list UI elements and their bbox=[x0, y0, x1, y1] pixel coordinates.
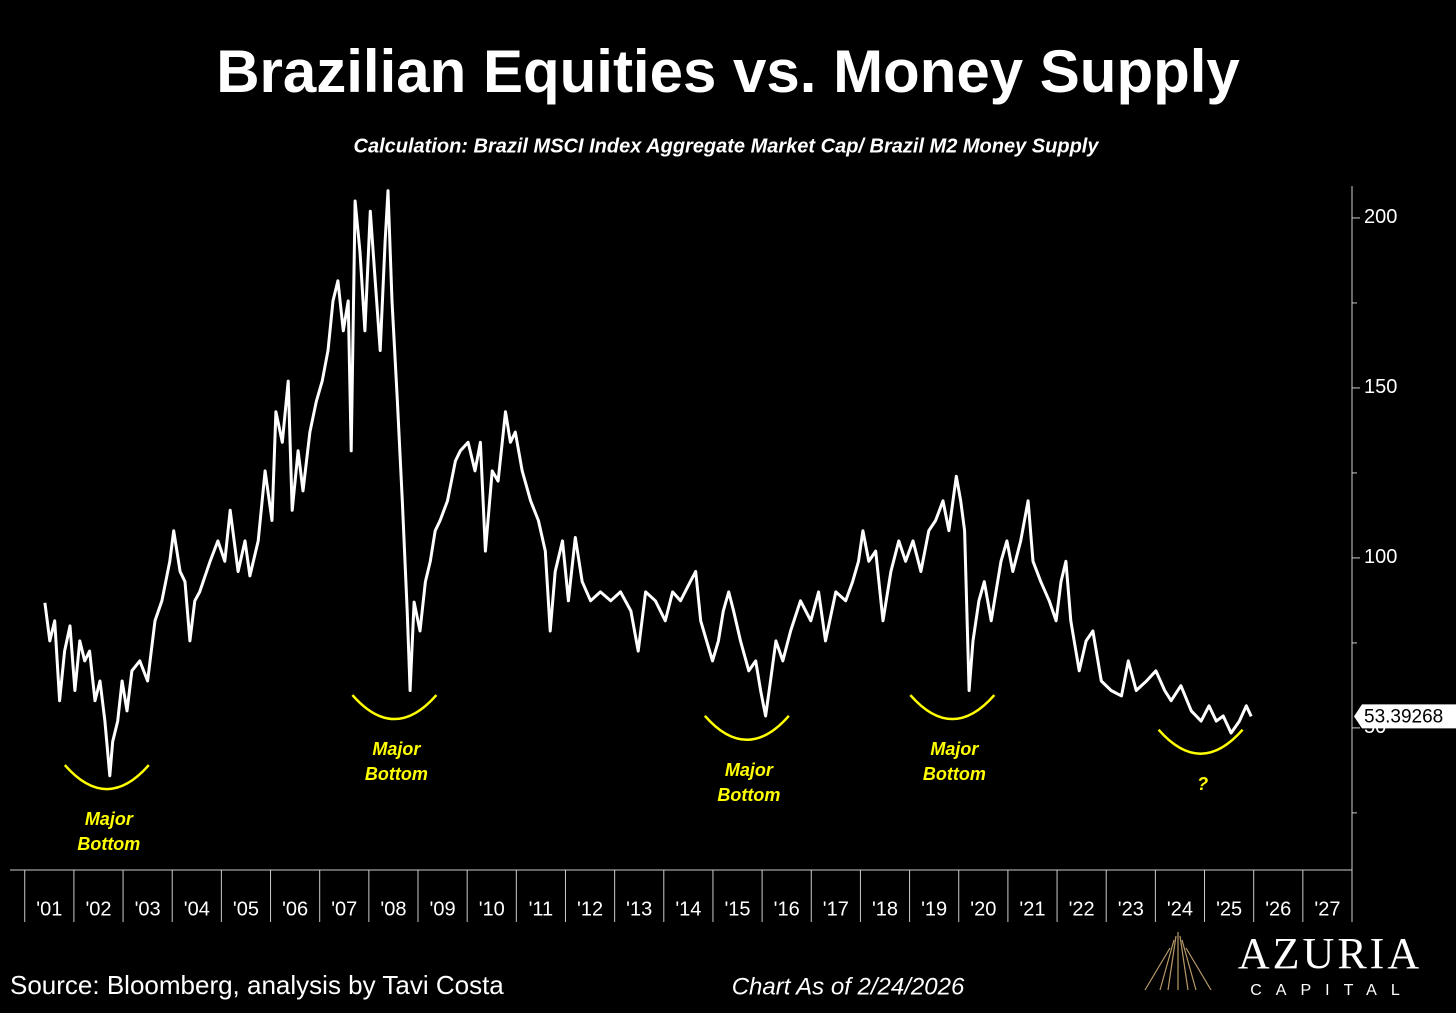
last-value-box bbox=[1354, 704, 1456, 729]
x-tick-label: '20 bbox=[970, 898, 996, 920]
x-tick-label: '04 bbox=[184, 898, 210, 920]
x-tick-label: '10 bbox=[479, 898, 505, 920]
x-tick-label: '11 bbox=[529, 898, 554, 920]
x-tick-label: '23 bbox=[1118, 898, 1144, 920]
x-tick-label: '15 bbox=[724, 898, 750, 920]
last-value-label: 53.39268 bbox=[1364, 706, 1443, 727]
x-tick-label: '02 bbox=[85, 898, 111, 920]
annotation-text: Major Bottom bbox=[922, 739, 986, 785]
x-tick-label: '16 bbox=[774, 898, 800, 920]
x-tick-label: '25 bbox=[1216, 898, 1242, 920]
y-tick-label: 100 bbox=[1364, 546, 1397, 568]
annotation-arc bbox=[63, 764, 150, 791]
data-line bbox=[43, 189, 1253, 778]
x-tick-label: '21 bbox=[1019, 898, 1045, 920]
x-tick-label: '17 bbox=[823, 898, 849, 920]
annotation-arc bbox=[703, 714, 790, 741]
annotation-text: Major Bottom bbox=[77, 809, 141, 855]
annotation-arc bbox=[351, 694, 438, 721]
x-tick-label: '03 bbox=[135, 898, 161, 920]
annotation-text: Major Bottom bbox=[717, 759, 781, 805]
y-tick-label: 150 bbox=[1364, 376, 1397, 398]
annotation-text: ? bbox=[1197, 773, 1209, 794]
x-tick-label: '14 bbox=[675, 898, 701, 920]
annotation-arc bbox=[1157, 728, 1244, 755]
annotation-text: Major Bottom bbox=[364, 739, 428, 785]
x-tick-label: '12 bbox=[577, 898, 603, 920]
x-tick-label: '27 bbox=[1314, 898, 1340, 920]
date-note: Chart As of 2/24/2026 bbox=[732, 973, 965, 1000]
annotation-arc bbox=[909, 694, 996, 721]
logo-icon bbox=[1144, 932, 1212, 991]
y-tick-label: 200 bbox=[1364, 206, 1397, 228]
source: Source: Bloomberg, analysis by Tavi Cost… bbox=[10, 970, 504, 1000]
x-tick-label: '24 bbox=[1167, 898, 1193, 920]
x-tick-label: '05 bbox=[233, 898, 259, 920]
logo-name: AZURIA bbox=[1238, 929, 1422, 978]
x-tick-label: '09 bbox=[430, 898, 456, 920]
x-tick-label: '19 bbox=[921, 898, 947, 920]
x-tick-label: '06 bbox=[282, 898, 308, 920]
chart-subtitle: Calculation: Brazil MSCI Index Aggregate… bbox=[354, 135, 1100, 157]
x-tick-label: '22 bbox=[1069, 898, 1095, 920]
x-tick-label: '18 bbox=[872, 898, 898, 920]
logo-tagline: CAPITAL bbox=[1250, 982, 1414, 999]
x-tick-label: '07 bbox=[331, 898, 357, 920]
x-tick-label: '26 bbox=[1265, 898, 1291, 920]
x-tick-label: '13 bbox=[626, 898, 652, 920]
chart-title: Brazilian Equities vs. Money Supply bbox=[216, 38, 1240, 105]
x-tick-label: '08 bbox=[380, 898, 406, 920]
x-tick-label: '01 bbox=[36, 898, 62, 920]
